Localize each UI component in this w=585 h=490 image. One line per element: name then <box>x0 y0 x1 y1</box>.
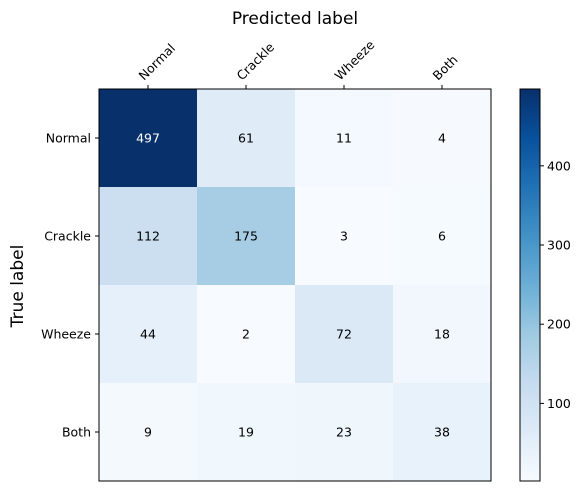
y-tick-label: Crackle <box>44 229 91 244</box>
cell-value-label: 497 <box>136 131 160 146</box>
cell-value-label: 112 <box>136 229 160 244</box>
cell-value-label: 72 <box>336 327 352 342</box>
heatmap-cell <box>393 89 491 187</box>
cell-value-label: 44 <box>140 327 156 342</box>
x-axis-ticks: Normal Crackle Wheeze Both <box>136 37 461 89</box>
cell-value-label: 2 <box>242 327 250 342</box>
heatmap-cell <box>295 383 393 481</box>
colorbar-tick-label: 300 <box>547 238 571 253</box>
cell-value-label: 23 <box>336 425 352 440</box>
heatmap-cell <box>197 383 295 481</box>
x-tick-label: Wheeze <box>332 37 378 83</box>
cell-value-label: 3 <box>340 229 348 244</box>
y-axis-label: True label <box>8 245 28 329</box>
x-tick-label: Normal <box>136 41 179 84</box>
cell-labels: 497 61 11 4 112 175 3 6 44 2 72 18 9 19 23 38 <box>136 131 450 440</box>
y-tick-label: Wheeze <box>41 327 91 342</box>
heatmap-cell <box>393 187 491 285</box>
chart-title: Predicted label <box>232 9 358 29</box>
colorbar-ticks: 100 200 300 400 <box>540 158 571 411</box>
heatmap-cell <box>99 285 197 383</box>
plot-frame <box>98 88 492 482</box>
x-tick-label: Crackle <box>234 39 278 83</box>
y-tick-label: Normal <box>46 131 91 146</box>
heatmap-cells <box>99 89 491 481</box>
heatmap-cell <box>197 187 295 285</box>
heatmap-cell <box>295 89 393 187</box>
colorbar <box>519 88 541 482</box>
colorbar-tick-label: 400 <box>547 158 571 173</box>
colorbar-tick-label: 200 <box>547 317 571 332</box>
y-tick-label: Both <box>62 425 91 440</box>
heatmap-cell <box>393 285 491 383</box>
x-tick-label: Both <box>430 52 461 83</box>
heatmap-cell <box>197 89 295 187</box>
cell-value-label: 38 <box>434 425 450 440</box>
heatmap-cell <box>99 89 197 187</box>
cell-value-label: 9 <box>144 425 152 440</box>
cell-value-label: 175 <box>234 229 258 244</box>
heatmap-cell <box>99 383 197 481</box>
y-axis-ticks: Normal Crackle Wheeze Both <box>41 131 99 440</box>
colorbar-tick-label: 100 <box>547 396 571 411</box>
cell-value-label: 4 <box>438 131 446 146</box>
heatmap-cell <box>99 187 197 285</box>
cell-value-label: 18 <box>434 327 450 342</box>
heatmap-cell <box>197 285 295 383</box>
heatmap-cell <box>295 187 393 285</box>
cell-value-label: 19 <box>238 425 254 440</box>
cell-value-label: 6 <box>438 229 446 244</box>
heatmap-cell <box>295 285 393 383</box>
cell-value-label: 61 <box>238 131 254 146</box>
heatmap-cell <box>393 383 491 481</box>
cell-value-label: 11 <box>336 131 352 146</box>
